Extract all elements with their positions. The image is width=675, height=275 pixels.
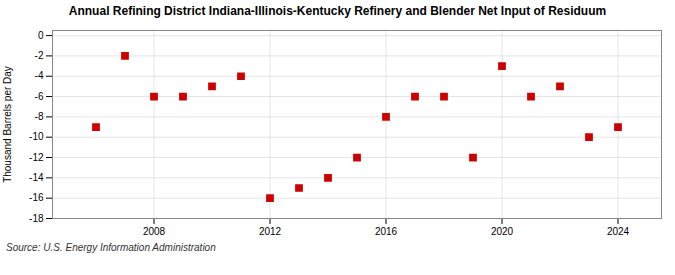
- svg-text:2020: 2020: [491, 226, 514, 237]
- svg-text:-14: -14: [29, 172, 44, 183]
- svg-text:-4: -4: [35, 70, 44, 81]
- svg-text:0: 0: [38, 30, 44, 41]
- svg-text:-12: -12: [29, 152, 44, 163]
- svg-text:-6: -6: [35, 91, 44, 102]
- svg-text:-10: -10: [29, 131, 44, 142]
- svg-text:-8: -8: [35, 111, 44, 122]
- svg-text:Thousand Barrels per Day: Thousand Barrels per Day: [2, 66, 13, 183]
- svg-text:2012: 2012: [259, 226, 282, 237]
- svg-text:-2: -2: [35, 50, 44, 61]
- html-text:Source: U.S. Energy Informatio: Source: U.S. Energy Information Administ…: [6, 242, 216, 253]
- svg-text:-18: -18: [29, 213, 44, 224]
- html-text:Annual Refining District India: Annual Refining District Indiana-Illinoi…: [68, 4, 607, 18]
- svg-text:-16: -16: [29, 192, 44, 203]
- svg-text:2008: 2008: [143, 226, 166, 237]
- svg-text:2016: 2016: [375, 226, 398, 237]
- svg-text:2024: 2024: [607, 226, 630, 237]
